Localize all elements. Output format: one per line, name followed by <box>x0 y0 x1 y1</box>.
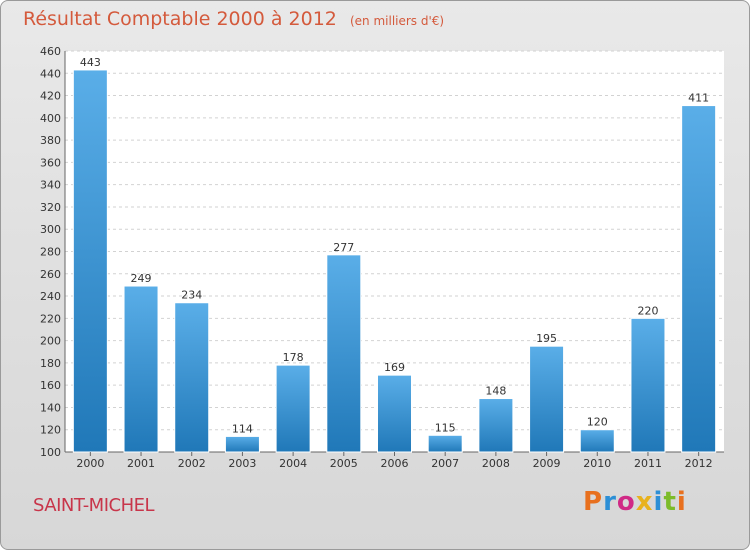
y-tick-label: 400 <box>40 112 61 125</box>
x-tick-label: 2012 <box>685 457 713 470</box>
x-tick-label: 2008 <box>482 457 510 470</box>
bar <box>326 254 362 453</box>
chart-subtitle: (en milliers d'€) <box>349 14 445 28</box>
bar <box>529 345 565 453</box>
x-tick-label: 2011 <box>634 457 662 470</box>
bar <box>275 364 311 453</box>
bar <box>478 398 514 453</box>
logo-letter: x <box>635 487 654 517</box>
y-tick-label: 100 <box>40 446 61 459</box>
y-tick-label: 120 <box>40 424 61 437</box>
x-tick-label: 2007 <box>431 457 459 470</box>
x-tick-label: 2005 <box>330 457 358 470</box>
logo-letter: P <box>583 487 604 517</box>
data-label: 115 <box>435 421 456 434</box>
y-tick-label: 300 <box>40 223 61 236</box>
x-tick-label: 2001 <box>127 457 155 470</box>
x-tick-label: 2002 <box>178 457 206 470</box>
bar <box>224 435 260 453</box>
commune-name: SAINT-MICHEL <box>33 495 155 516</box>
proxiti-logo: Proxiti <box>583 487 687 517</box>
x-tick-label: 2004 <box>279 457 307 470</box>
y-tick-label: 440 <box>40 67 61 80</box>
y-tick-label: 160 <box>40 379 61 392</box>
y-tick-label: 360 <box>40 156 61 169</box>
y-tick-label: 420 <box>40 90 61 103</box>
chart-title: Résultat Comptable 2000 à 2012 <box>23 8 337 30</box>
y-tick-label: 280 <box>40 246 61 259</box>
bar <box>72 69 108 453</box>
y-tick-label: 340 <box>40 179 61 192</box>
data-label: 114 <box>232 422 253 435</box>
data-label: 277 <box>333 241 354 254</box>
x-tick-label: 2003 <box>228 457 256 470</box>
y-tick-label: 260 <box>40 268 61 281</box>
bar <box>579 429 615 453</box>
y-tick-label: 240 <box>40 290 61 303</box>
y-tick-label: 320 <box>40 201 61 214</box>
logo-letter: o <box>616 487 636 517</box>
data-label: 234 <box>181 289 202 302</box>
data-label: 443 <box>80 56 101 69</box>
data-label: 411 <box>688 92 709 105</box>
x-tick-label: 2009 <box>533 457 561 470</box>
y-tick-label: 220 <box>40 312 61 325</box>
bar <box>174 302 210 453</box>
x-tick-label: 2010 <box>583 457 611 470</box>
data-label: 169 <box>384 361 405 374</box>
x-tick-label: 2006 <box>381 457 409 470</box>
logo-letter: r <box>603 487 617 517</box>
bar <box>681 105 717 453</box>
y-tick-label: 460 <box>40 45 61 58</box>
logo-letter: i <box>676 487 687 517</box>
bar <box>630 317 666 453</box>
y-tick-label: 180 <box>40 357 61 370</box>
y-tick-label: 380 <box>40 134 61 147</box>
data-label: 195 <box>536 332 557 345</box>
x-tick-label: 2000 <box>76 457 104 470</box>
chart-title-block: Résultat Comptable 2000 à 2012 (en milli… <box>23 8 444 30</box>
y-tick-label: 200 <box>40 335 61 348</box>
logo-letter: i <box>653 487 664 517</box>
bar <box>377 374 412 453</box>
bar <box>123 285 159 453</box>
y-tick-label: 140 <box>40 401 61 414</box>
data-label: 249 <box>131 272 152 285</box>
data-label: 220 <box>637 304 658 317</box>
data-label: 178 <box>283 351 304 364</box>
bar <box>427 434 463 453</box>
data-label: 120 <box>587 416 608 429</box>
data-label: 148 <box>485 385 506 398</box>
logo-letter: t <box>663 487 677 517</box>
